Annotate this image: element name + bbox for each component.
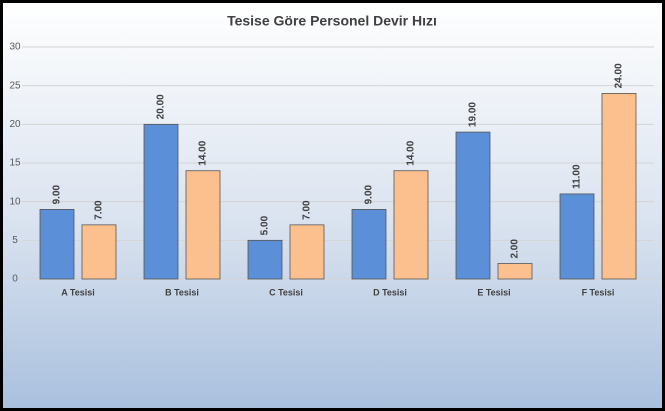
chart-title: Tesise Göre Personel Devir Hızı <box>227 13 437 29</box>
x-tick-label: E Tesisi <box>477 287 510 297</box>
bar <box>185 170 221 280</box>
y-tick-label: 0 <box>12 274 18 285</box>
bar <box>143 123 179 280</box>
value-label: 14.00 <box>406 140 417 165</box>
value-label: 19.00 <box>468 102 479 127</box>
bar <box>455 131 491 280</box>
value-label: 5.00 <box>260 215 271 235</box>
x-tick-label: D Tesisi <box>373 287 407 297</box>
value-label: 9.00 <box>52 184 63 204</box>
bar <box>559 193 595 280</box>
y-tick-label: 5 <box>12 235 18 246</box>
value-label: 7.00 <box>302 200 313 220</box>
value-label: 24.00 <box>614 63 625 88</box>
bar <box>351 208 387 280</box>
y-tick-label: 25 <box>9 80 21 91</box>
bar <box>393 170 429 280</box>
value-label: 7.00 <box>94 200 105 220</box>
y-tick-label: 10 <box>9 196 21 207</box>
x-tick-label: F Tesisi <box>582 287 615 297</box>
y-tick-label: 15 <box>9 158 21 169</box>
value-label: 9.00 <box>364 184 375 204</box>
value-label: 20.00 <box>156 94 167 119</box>
bar <box>289 224 325 280</box>
y-tick-label: 20 <box>9 119 21 130</box>
x-tick-label: B Tesisi <box>165 287 199 297</box>
x-tick-label: A Tesisi <box>61 287 95 297</box>
bar <box>247 239 283 280</box>
value-label: 11.00 <box>572 164 583 189</box>
bar <box>81 224 117 280</box>
y-tick-label: 30 <box>9 42 21 53</box>
value-label: 2.00 <box>510 239 521 259</box>
bar <box>39 208 75 280</box>
value-label: 14.00 <box>198 140 209 165</box>
x-tick-label: C Tesisi <box>269 287 303 297</box>
bar <box>497 263 533 280</box>
bar <box>601 93 637 280</box>
